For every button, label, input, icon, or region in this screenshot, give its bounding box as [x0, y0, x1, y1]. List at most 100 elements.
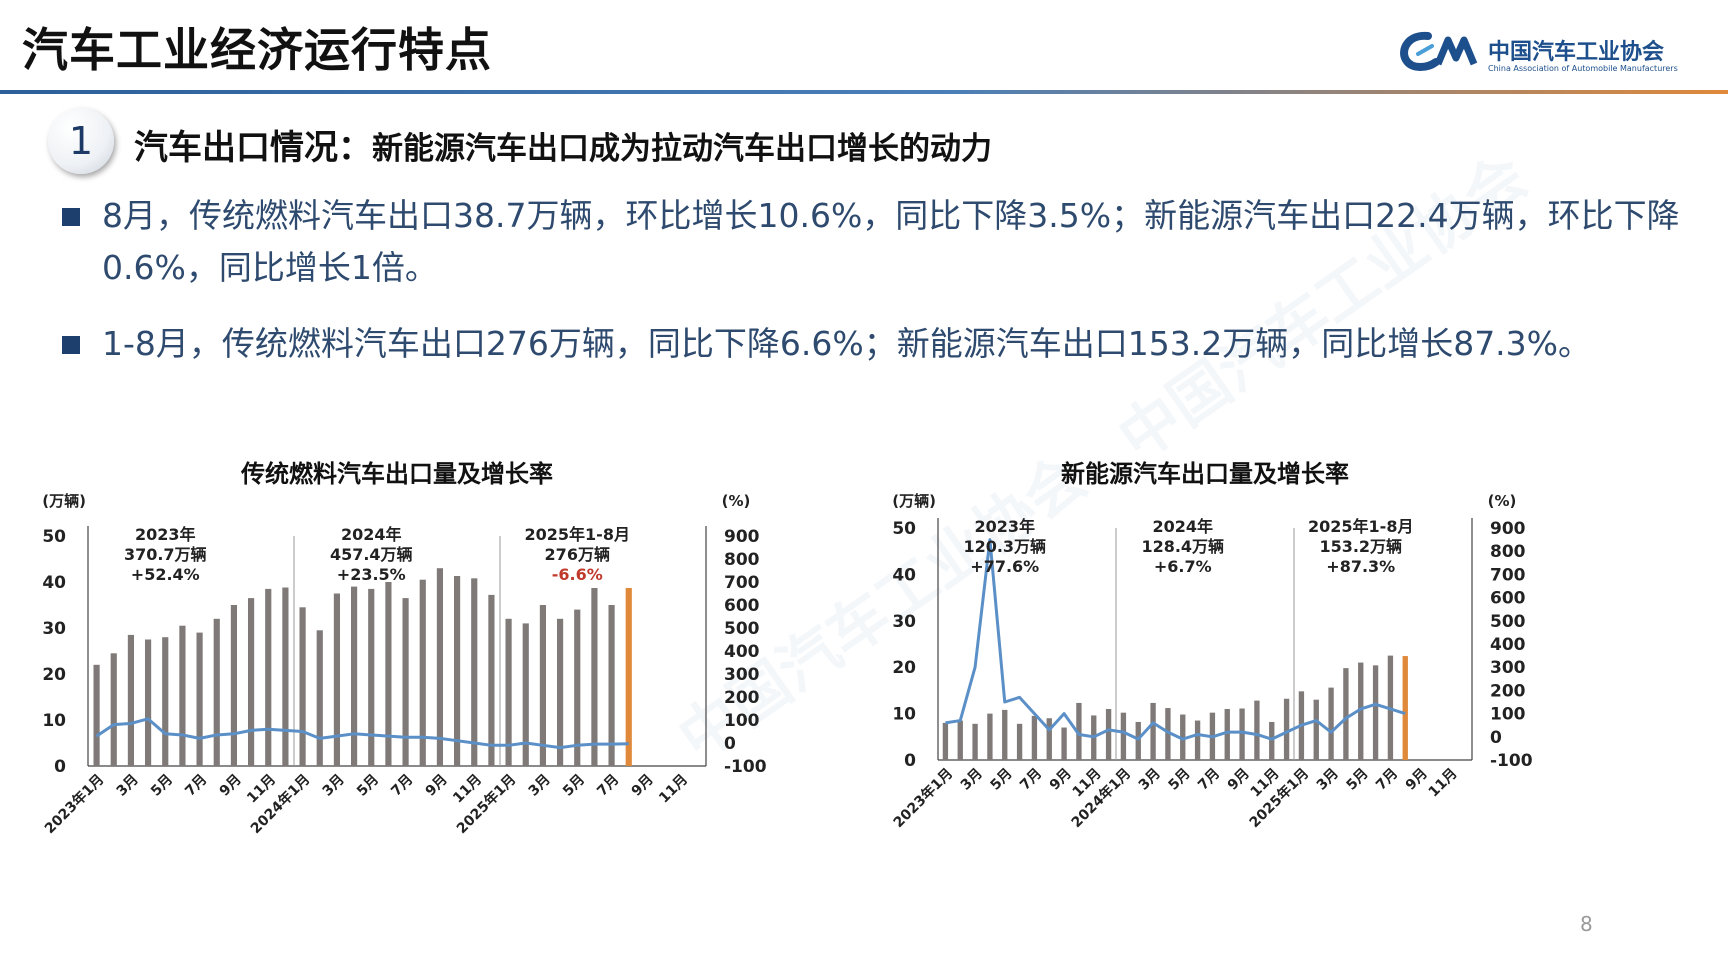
bar-export-volume — [179, 625, 186, 766]
bar-export-volume — [488, 594, 495, 766]
left-axis-tick: 0 — [54, 757, 66, 777]
x-axis-tick: 5月 — [148, 772, 176, 800]
x-axis-tick: 3月 — [958, 766, 986, 794]
bar-export-volume — [402, 598, 409, 766]
left-axis-tick: 10 — [42, 711, 66, 731]
bar-export-volume — [942, 722, 949, 760]
bar-export-volume — [1358, 662, 1364, 760]
section-header: 1 汽车出口情况：新能源汽车出口成为拉动汽车出口增长的动力 — [48, 108, 1708, 178]
left-axis-unit: (万辆) — [892, 492, 936, 510]
x-axis-tick: 3月 — [526, 772, 554, 800]
bar-export-volume — [556, 618, 564, 766]
section-heading-bold: 汽车出口情况： — [134, 128, 372, 168]
chart-svg: 传统燃料汽车出口量及增长率(万辆) (%)50403020100900800700… — [41, 460, 767, 837]
bar-export-volume — [1283, 698, 1290, 760]
bar-export-volume — [1016, 723, 1023, 760]
x-axis-tick: 3月 — [1136, 766, 1164, 794]
annotation-total: 128.4万辆 — [1141, 537, 1224, 556]
bar-export-volume — [1105, 708, 1112, 760]
x-axis-tick: 3月 — [114, 772, 142, 800]
header-rule — [0, 90, 1728, 94]
right-axis-tick: 400 — [724, 642, 760, 662]
right-axis-tick: 600 — [1490, 589, 1526, 609]
watermark-logo: 中国汽车工业协会 — [1106, 141, 1540, 475]
annotation-year: 2025年1-8月 — [1308, 517, 1413, 536]
x-axis-tick: 7月 — [594, 772, 622, 800]
annotation-growth: -6.6% — [552, 565, 603, 584]
bar-export-volume — [127, 634, 135, 766]
bar-export-volume — [333, 593, 341, 766]
bar-export-volume — [957, 720, 963, 760]
line-growth-rate — [95, 717, 629, 750]
bar-export-volume — [299, 607, 306, 766]
bar-export-volume — [1180, 714, 1186, 760]
annotation-total: 153.2万辆 — [1319, 537, 1402, 556]
right-axis-unit: (%) — [1488, 492, 1517, 510]
bar-export-volume — [1150, 702, 1156, 760]
x-axis-tick: 9月 — [217, 772, 245, 800]
caam-logo-icon — [1400, 31, 1478, 71]
bullet-text: 1-8月，传统燃料汽车出口276万辆，同比下降6.6%；新能源汽车出口153.2… — [102, 324, 1592, 363]
left-axis-tick: 0 — [904, 751, 916, 771]
bar-export-volume — [1031, 715, 1038, 760]
left-axis-tick: 40 — [42, 573, 66, 593]
x-axis-tick: 9月 — [629, 772, 657, 800]
x-axis-tick: 2023年1月 — [41, 771, 107, 837]
chart-svg: 新能源汽车出口量及增长率(万辆) (%)504030201009008007006… — [890, 460, 1533, 831]
bar-export-volume — [471, 578, 478, 766]
bar-export-volume — [1313, 699, 1319, 760]
right-axis-tick: 500 — [724, 619, 760, 639]
right-axis-tick: 200 — [724, 688, 760, 708]
left-axis-tick: 30 — [892, 612, 916, 632]
x-axis-tick: 11月 — [656, 772, 691, 807]
bar-export-volume — [1239, 708, 1245, 760]
bar-export-volume — [265, 588, 272, 766]
annotation-year: 2023年 — [135, 525, 196, 544]
header: 汽车工业经济运行特点 中国汽车工业协会 China Association of… — [0, 0, 1728, 94]
right-axis-tick: 800 — [724, 550, 760, 570]
left-axis-tick: 30 — [42, 619, 66, 639]
bar-export-volume — [1343, 668, 1349, 760]
x-axis-tick: 5月 — [560, 772, 588, 800]
bar-export-volume — [282, 587, 289, 766]
x-axis-tick: 5月 — [354, 772, 382, 800]
x-axis-tick: 5月 — [1343, 766, 1371, 794]
bar-export-volume — [453, 576, 461, 766]
bar-export-volume — [1002, 709, 1008, 760]
bar-export-volume — [213, 618, 220, 766]
bar-export-volume — [987, 713, 993, 760]
annotation-growth: +6.7% — [1154, 557, 1212, 576]
annotation-year: 2025年1-8月 — [525, 525, 630, 544]
bar-export-volume — [1372, 665, 1379, 760]
bar-export-volume — [1135, 721, 1141, 760]
bar-export-volume — [196, 632, 203, 766]
x-axis-tick: 11月 — [1426, 766, 1461, 801]
right-axis-tick: 0 — [724, 734, 736, 754]
bar-export-volume — [93, 664, 100, 766]
bar-export-volume — [574, 609, 581, 766]
chart-title: 新能源汽车出口量及增长率 — [1061, 460, 1349, 488]
bar-export-volume — [247, 598, 255, 766]
right-axis-tick: 500 — [1490, 612, 1526, 632]
right-axis-tick: 100 — [1490, 705, 1526, 725]
bullet-square-icon — [62, 336, 80, 354]
bar-export-volume — [368, 588, 375, 766]
bar-export-volume — [144, 639, 152, 766]
right-axis-tick: -100 — [724, 757, 767, 777]
x-axis-tick: 2023年1月 — [890, 765, 956, 831]
bar-export-volume — [625, 587, 632, 766]
x-axis-tick: 5月 — [1165, 766, 1193, 794]
bar-export-volume — [1402, 656, 1408, 760]
bar-export-volume — [350, 586, 358, 766]
line-growth-rate — [945, 538, 1406, 741]
right-axis-tick: 600 — [724, 596, 760, 616]
left-axis-tick: 40 — [892, 565, 916, 585]
annotation-growth: +23.5% — [337, 565, 406, 584]
bar-export-volume — [110, 653, 117, 766]
right-axis-tick: 900 — [1490, 519, 1526, 539]
x-axis-tick: 7月 — [182, 772, 210, 800]
x-axis-tick: 3月 — [320, 772, 348, 800]
bar-export-volume — [1076, 702, 1082, 760]
bar-export-volume — [1046, 718, 1052, 760]
bullet-square-icon — [62, 208, 80, 226]
